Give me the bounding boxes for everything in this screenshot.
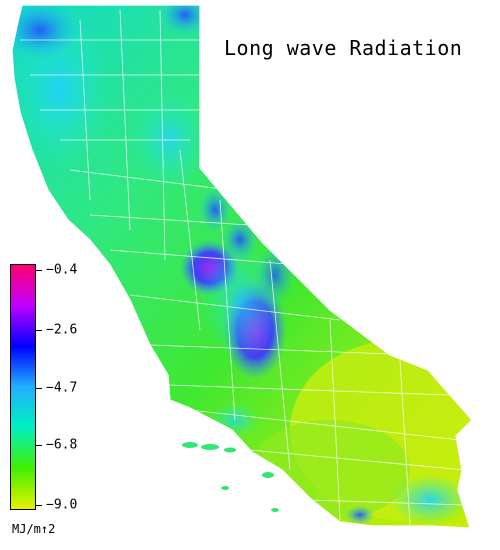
channel-islands <box>182 442 279 512</box>
scale-tick-label: −6.8 <box>46 437 78 453</box>
scale-tick-label: −0.4 <box>46 262 78 278</box>
scale-tick <box>36 330 42 332</box>
scale-tick <box>36 387 42 389</box>
scale-tick-label: −9.0 <box>46 497 78 513</box>
unit-label: MJ/m↑2 <box>12 522 56 536</box>
scale-tick <box>36 270 42 271</box>
scale-tick-label: −4.7 <box>46 380 78 395</box>
scale-tick <box>36 505 42 506</box>
county-boundaries <box>20 9 466 526</box>
scale-tick <box>36 444 42 446</box>
scale-tick-label: −2.6 <box>46 322 78 338</box>
color-scale-bar <box>10 264 36 510</box>
map-title: Long wave Radiation <box>224 36 463 60</box>
